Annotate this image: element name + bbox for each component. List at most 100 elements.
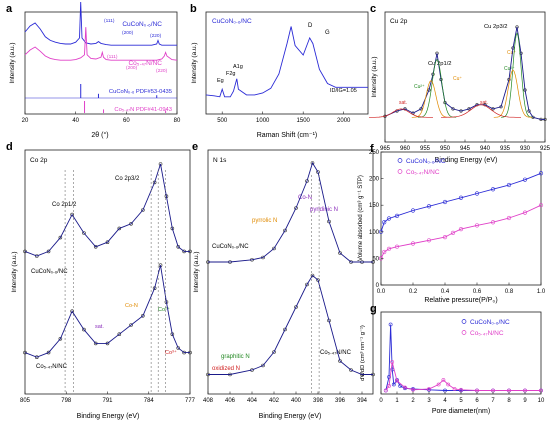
n1s-point-1 — [294, 305, 298, 309]
panel-c-label-cu2p32: Cu 2p3/2 — [484, 24, 508, 30]
iso-point-con — [386, 246, 392, 251]
panel-g-legend-1: CuCoN₀.₆/NC — [470, 319, 510, 326]
panel-c-label-cu1-b: Cu⁺ — [507, 50, 516, 56]
iso-point-con — [442, 235, 448, 240]
panel-b-ratio: ID/IG=1.05 — [330, 88, 357, 94]
pore-point-con — [452, 387, 457, 391]
n1s-xtick-label: 398 — [313, 398, 324, 404]
co2p-point-0 — [141, 208, 145, 212]
xrd-xtick-label: 80 — [174, 118, 181, 124]
pore-point-con — [390, 360, 395, 364]
panel-b-peak-eg: Eg — [217, 78, 224, 84]
iso-ytick-label: 50 — [372, 256, 379, 262]
pore-point-con — [403, 385, 407, 390]
pore-point-con — [459, 387, 463, 392]
iso-ytick-label: 0 — [376, 283, 380, 289]
pore-xtick-label: 9 — [523, 398, 527, 404]
xrd-xtick-label: 20 — [22, 118, 29, 124]
n1s-xtick-label: 400 — [291, 398, 302, 404]
cu2p-xtick-label: 930 — [520, 146, 531, 152]
raman-line — [205, 26, 368, 98]
panel-g-frame — [380, 311, 542, 395]
panel-d-label-co2p32: Co 2p3/2 — [115, 176, 140, 182]
cu2p-xtick-label: 925 — [540, 146, 551, 152]
pore-xtick-label: 1 — [395, 398, 399, 404]
panel-d-label-co2p12: Co 2p1/2 — [52, 202, 77, 208]
n1s-xtick-label: 404 — [247, 398, 258, 404]
iso-point-con — [538, 203, 544, 208]
iso-point-con — [522, 210, 528, 215]
cu2p-comp-sat-a — [369, 108, 433, 118]
panel-e-label-cucon: CuCoN₀.₆/NC — [212, 244, 249, 250]
iso-point-cucon — [474, 191, 480, 196]
cu2p-xtick-label: 950 — [440, 146, 451, 152]
panel-c-label-sat-a: sat. — [399, 100, 407, 106]
panel-c-label-sat-b: sat. — [480, 100, 488, 106]
panel-c-title: Cu 2p — [390, 18, 408, 25]
pore-point-con — [411, 387, 415, 392]
pore-line-con — [385, 361, 541, 391]
iso-point-con — [382, 249, 387, 255]
iso-point-cucon — [538, 171, 544, 176]
pore-legend-marker-1 — [461, 319, 467, 324]
n1s-xtick-label: 394 — [357, 398, 368, 404]
panel-e-title: N 1s — [213, 157, 227, 164]
iso-point-cucon — [458, 195, 464, 200]
iso-point-con — [458, 227, 464, 232]
panel-d-label-co3: Co³⁺ — [165, 349, 177, 356]
cu2p-xtick-label: 935 — [500, 146, 511, 152]
panel-c-label-cu2-a: Cu²⁺ — [414, 84, 425, 90]
cu2p-comp-sat-b — [441, 104, 521, 118]
n1s-point-0 — [338, 251, 342, 255]
pore-xtick-label: 4 — [443, 398, 447, 404]
iso-point-cucon — [410, 208, 416, 213]
n1s-point-1 — [349, 368, 353, 372]
panel-d-xlabel: Binding Energy (eV) — [77, 413, 140, 420]
panel-c-ylabel: Intensity (a.u.) — [371, 56, 378, 97]
pore-point-cucon — [388, 322, 393, 327]
panel-b-ylabel: Intensity (a.u.) — [191, 42, 198, 83]
panel-c-xlabel: Binding Energy (eV) — [435, 157, 498, 164]
co2p-point-0 — [105, 240, 110, 244]
panel-a-legend-2: Co₅.₄₇N/NC — [128, 60, 162, 67]
iso-point-cucon — [426, 204, 432, 209]
n1s-point-0 — [294, 206, 298, 210]
iso-ytick-label: 100 — [369, 230, 380, 236]
cu2p-comp-cu2-a — [417, 58, 457, 118]
cu2p-comp-cu2-b — [500, 32, 534, 118]
pore-xtick-label: 3 — [427, 398, 431, 404]
xrd-line-con — [24, 27, 178, 61]
co2p-point-0 — [70, 212, 74, 217]
panel-f-xlabel: Relative pressure(P/P₀) — [424, 297, 497, 304]
pore-point-con — [441, 378, 446, 382]
panel-a-letter: a — [6, 3, 13, 15]
panel-a-peak-bot-3: (220) — [156, 68, 168, 74]
panel-a-frame — [24, 11, 178, 115]
iso-ytick-label: 250 — [369, 150, 380, 156]
iso-point-cucon — [490, 187, 496, 192]
panel-f-letter: f — [370, 143, 374, 155]
iso-xtick-label: 0.2 — [409, 289, 418, 295]
raman-xtick-label: 500 — [217, 118, 228, 124]
iso-xtick-label: 0.4 — [441, 289, 450, 295]
n1s-point-1 — [283, 327, 287, 332]
iso-point-con — [426, 238, 432, 243]
co2p-point-1 — [176, 346, 181, 350]
n1s-point-0 — [272, 246, 276, 251]
co2p-point-0 — [34, 254, 39, 258]
n1s-xtick-label: 406 — [225, 398, 236, 404]
panel-e-ylabel: Intensity (a.u.) — [193, 251, 200, 292]
n1s-point-1 — [272, 350, 276, 354]
co2p-point-0 — [176, 245, 181, 249]
co2p-point-1 — [23, 350, 27, 355]
pore-point-con — [383, 388, 388, 393]
co2p-point-0 — [129, 222, 133, 226]
panel-d-letter: d — [6, 141, 13, 153]
co2p-point-1 — [46, 350, 51, 355]
panel-f-legend-2: Co₅.₄₇N/NC — [406, 169, 440, 176]
iso-point-con — [506, 215, 512, 221]
pore-point-cucon — [398, 384, 403, 388]
panel-d-label-cucon: CuCoN₀.₆/NC — [31, 269, 68, 275]
panel-a-legend-1: CuCoN₀.₆/NC — [122, 21, 162, 28]
iso-point-con — [450, 230, 456, 235]
